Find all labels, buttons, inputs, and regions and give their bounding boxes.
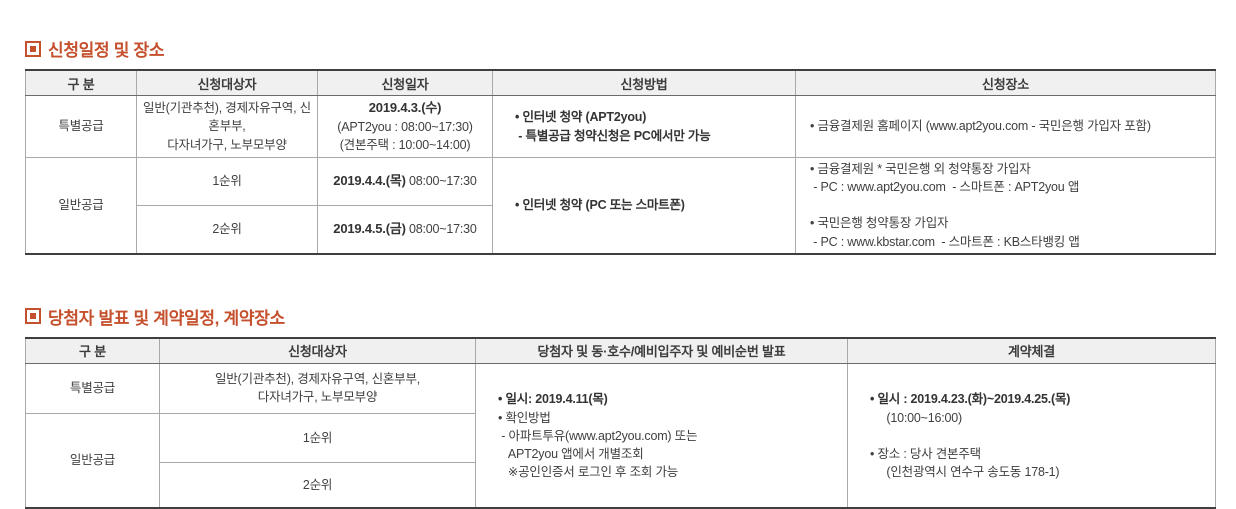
cell-target: 일반(기관추천), 경제자유구역, 신혼부부, 다자녀가구, 노부모부양: [136, 95, 318, 158]
square-bullet-inner: [30, 313, 36, 320]
contract-place: (10:00~16:00) • 장소 : 당사 견본주택 (인천광역시 연수구 …: [870, 410, 1060, 480]
col-header-date: 신청일자: [317, 69, 493, 96]
cell-date: 2019.4.3.(수) (APT2you : 08:00~17:30) (견본…: [317, 95, 493, 158]
row-general-rank1: 일반공급 1순위 2019.4.4.(목) 08:00~17:30 • 인터넷 …: [25, 156, 1216, 255]
date-sub: (견본주택 : 10:00~14:00): [339, 137, 471, 152]
cell-place: • 금융결제원 홈페이지 (www.apt2you.com - 국민은행 가입자…: [795, 95, 1216, 158]
col-header-target: 신청대상자: [159, 337, 476, 364]
cell-place: • 금융결제원 * 국민은행 외 청약통장 가입자 - PC : www.apt…: [795, 156, 1216, 255]
cell-target-rank2: 2순위: [159, 461, 476, 509]
date-time: 08:00~17:30: [409, 221, 477, 236]
section-title-text: 당첨자 발표 및 계약일정, 계약장소: [48, 308, 285, 328]
col-header-category: 구 분: [25, 69, 137, 96]
section-title-text: 신청일정 및 장소: [48, 41, 165, 60]
cell-category: 일반공급: [25, 156, 137, 255]
square-bullet-icon: [25, 308, 41, 325]
announcement-method: • 확인방법 - 아파트투유(www.apt2you.com) 또는 APT2y…: [498, 410, 698, 480]
section-title-winner-contract: 당첨자 발표 및 계약일정, 계약장소: [25, 304, 1215, 329]
col-header-announcement: 당첨자 및 동·호수/예비입주자 및 예비순번 발표: [475, 337, 848, 364]
winner-contract-table: 구 분 신청대상자 당첨자 및 동·호수/예비입주자 및 예비순번 발표 계약체…: [25, 336, 1216, 509]
cell-target: 일반(기관추천), 경제자유구역, 신혼부부, 다자녀가구, 노부모부양: [159, 362, 476, 414]
contract-date: • 일시 : 2019.4.23.(화)~2019.4.25.(목): [870, 391, 1071, 406]
date-sub: (APT2you : 08:00~17:30): [337, 119, 473, 134]
cell-contract: • 일시 : 2019.4.23.(화)~2019.4.25.(목) (10:0…: [847, 362, 1216, 509]
col-header-contract: 계약체결: [847, 337, 1216, 364]
header-row: 구 분 신청대상자 신청일자 신청방법 신청장소: [25, 69, 1216, 96]
col-header-place: 신청장소: [795, 69, 1216, 96]
cell-category: 일반공급: [25, 412, 160, 509]
cell-category: 특별공급: [25, 95, 137, 158]
date-main: 2019.4.5.(금): [333, 220, 406, 236]
cell-target-rank1: 1순위: [136, 157, 318, 206]
date-main: 2019.4.4.(목): [333, 172, 406, 188]
row-special-supply: 특별공급 일반(기관추천), 경제자유구역, 신혼부부, 다자녀가구, 노부모부…: [25, 95, 1216, 158]
cell-date-rank1: 2019.4.4.(목) 08:00~17:30: [317, 157, 493, 206]
row-special-supply: 특별공급 일반(기관추천), 경제자유구역, 신혼부부, 다자녀가구, 노부모부…: [25, 362, 1216, 509]
date-main: 2019.4.3.(수): [368, 99, 442, 115]
date-time: 08:00~17:30: [409, 173, 477, 188]
application-schedule-table: 구 분 신청대상자 신청일자 신청방법 신청장소 특별공급 일반(기관추천), …: [25, 69, 1216, 255]
row-general-rank1: 일반공급 1순위: [25, 412, 1216, 509]
col-header-category: 구 분: [25, 337, 160, 364]
col-header-method: 신청방법: [492, 69, 796, 96]
cell-method: • 인터넷 청약 (APT2you) - 특별공급 청약신청은 PC에서만 가능: [492, 95, 796, 158]
square-bullet-icon: [25, 40, 41, 57]
cell-date-rank2: 2019.4.5.(금) 08:00~17:30: [317, 204, 493, 255]
row-general-rank2: 2순위: [26, 461, 1216, 509]
cell-category: 특별공급: [25, 362, 160, 414]
announcement-date: • 일시: 2019.4.11(목): [498, 391, 608, 406]
cell-target-rank2: 2순위: [136, 204, 318, 255]
square-bullet-inner: [30, 45, 36, 52]
row-general-rank2: 2순위 2019.4.5.(금) 08:00~17:30: [26, 204, 1216, 255]
cell-announcement: • 일시: 2019.4.11(목) • 확인방법 - 아파트투유(www.ap…: [475, 362, 848, 509]
header-row: 구 분 신청대상자 당첨자 및 동·호수/예비입주자 및 예비순번 발표 계약체…: [25, 337, 1216, 364]
col-header-target: 신청대상자: [136, 69, 318, 96]
cell-method: • 인터넷 청약 (PC 또는 스마트폰): [492, 156, 796, 255]
section-title-application-schedule: 신청일정 및 장소: [25, 36, 1215, 61]
cell-target-rank1: 1순위: [159, 412, 476, 463]
